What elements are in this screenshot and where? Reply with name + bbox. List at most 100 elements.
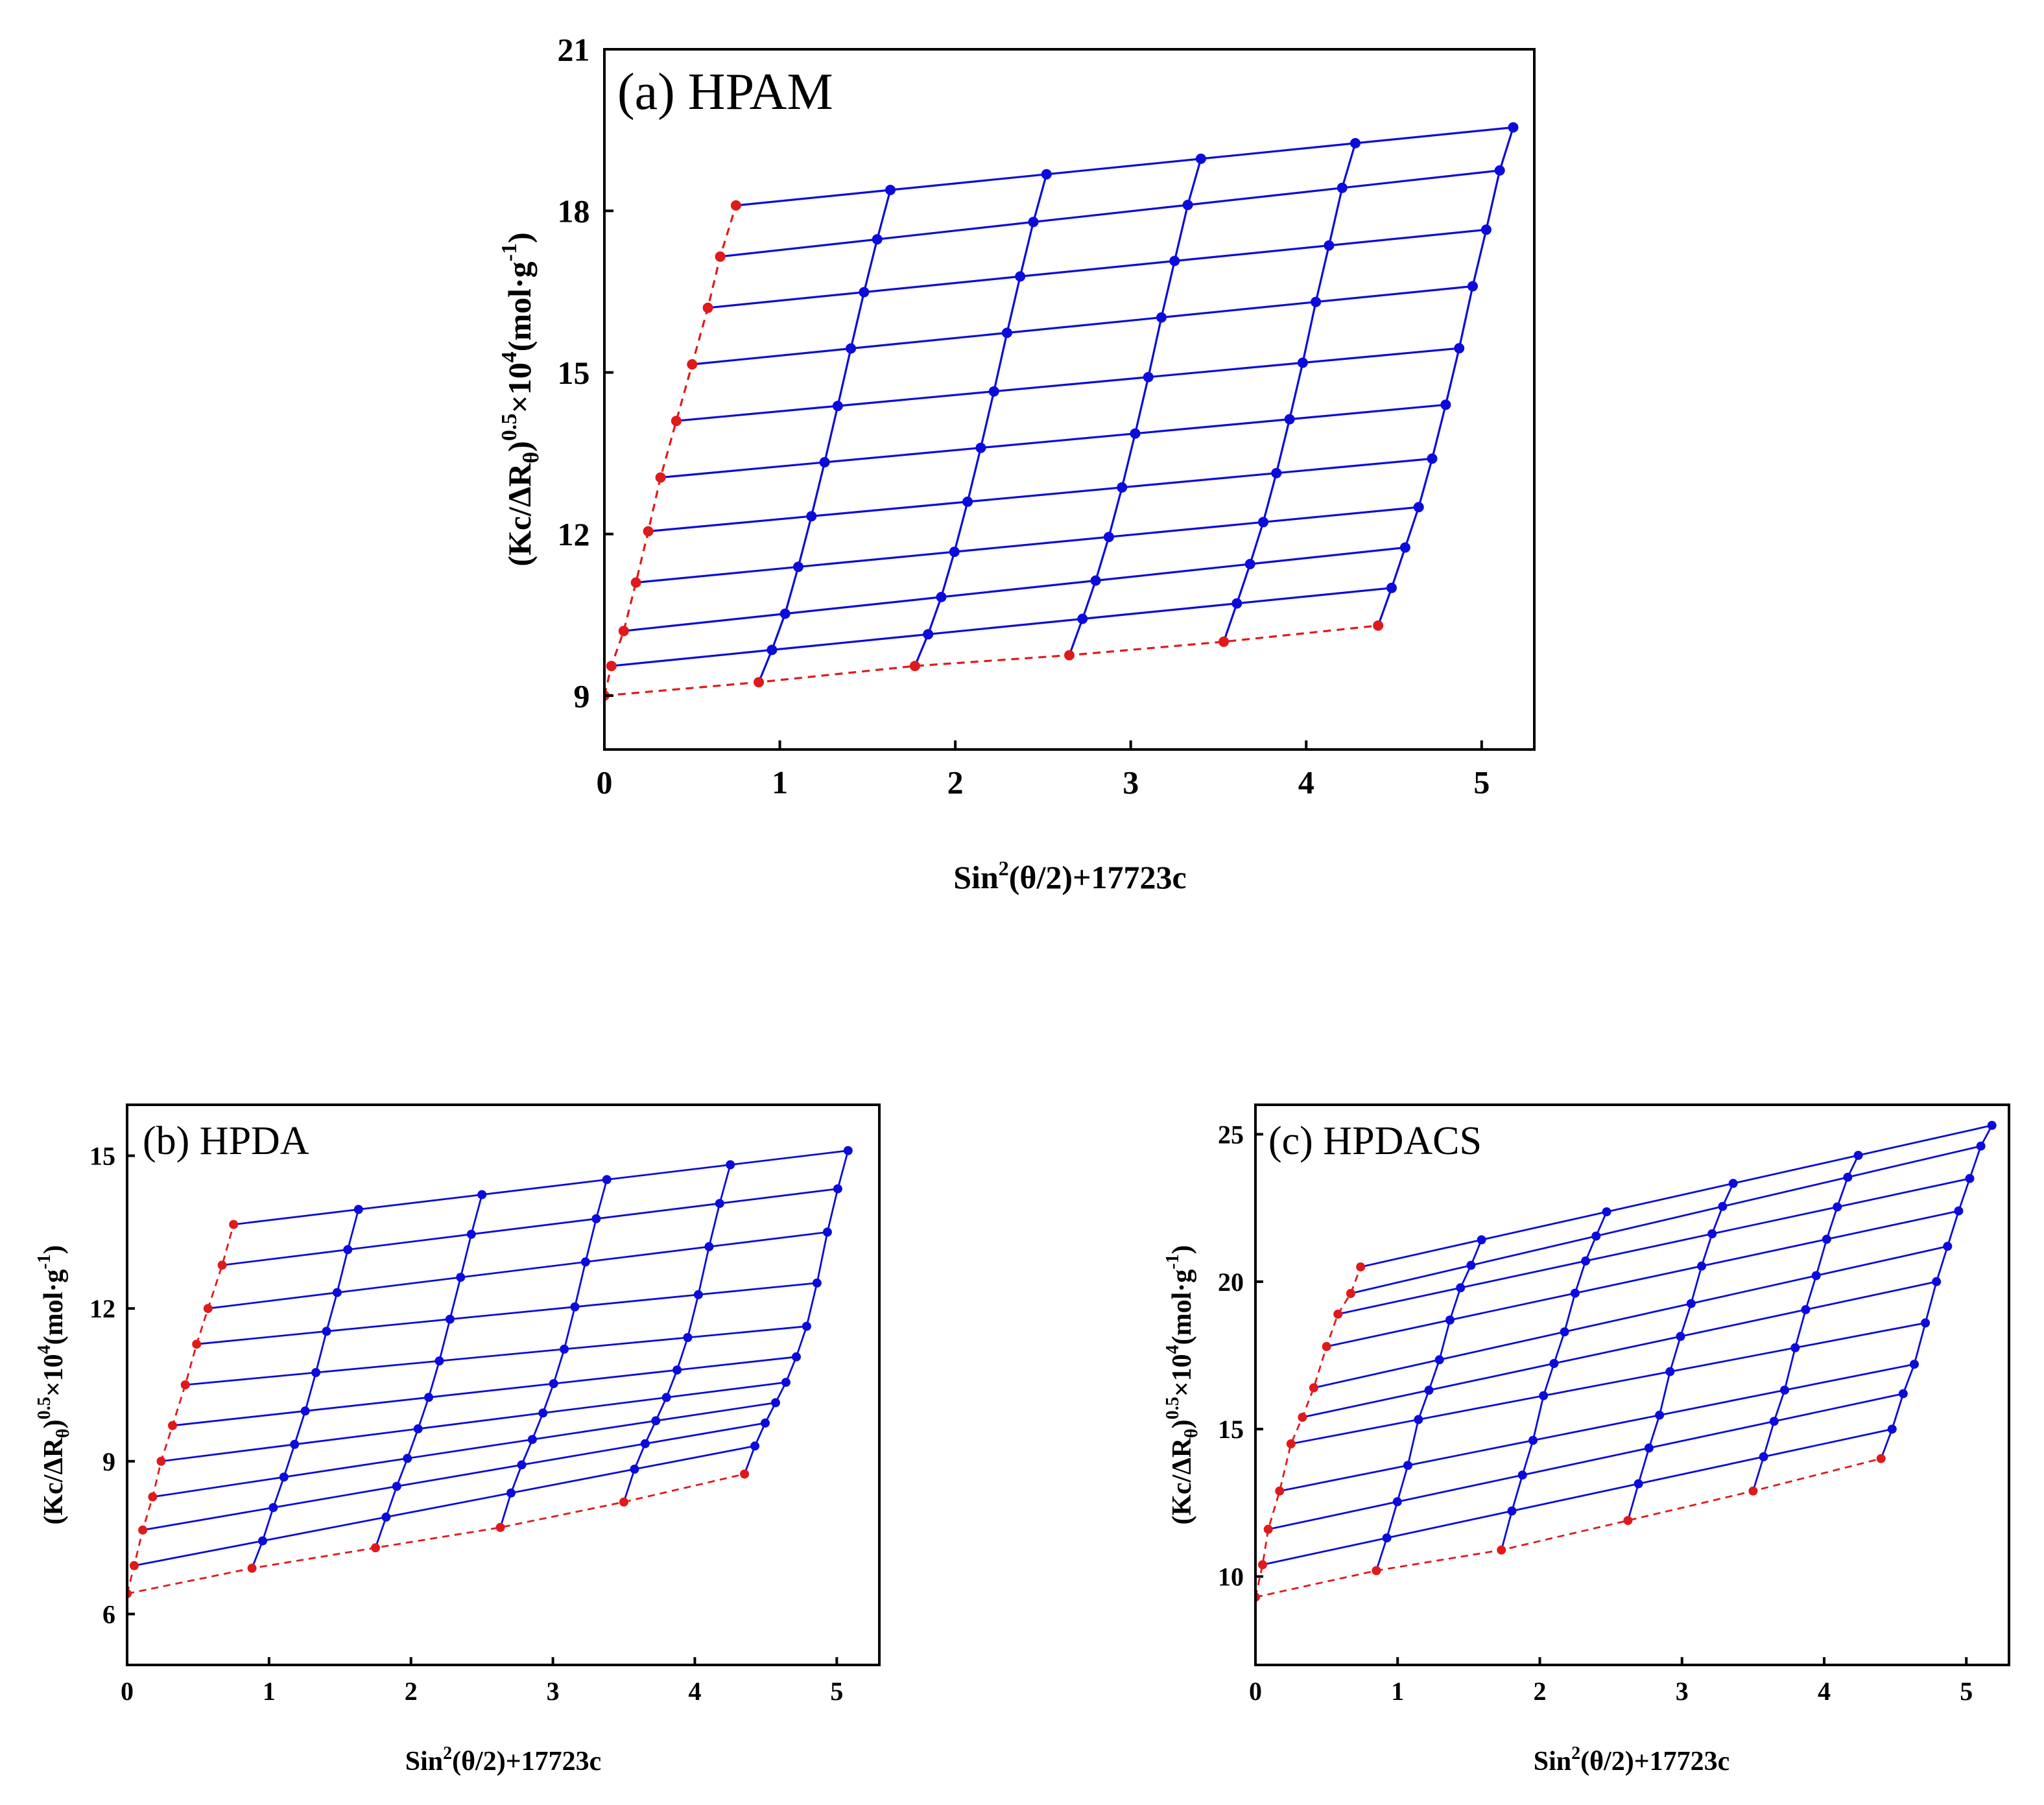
theta-zero-point	[1263, 1524, 1273, 1534]
panel-c-y-axis-label: (Kc/ΔRθ)0.5×104(mol·g-1)	[1163, 1245, 1202, 1524]
theta-zero-point	[702, 302, 713, 313]
theta-zero-point	[655, 472, 666, 483]
panel-b-title: (b) HPDA	[143, 1119, 309, 1163]
c-zero-point	[1748, 1486, 1758, 1496]
theta-zero-point	[156, 1456, 166, 1466]
theta-zero-point	[217, 1260, 227, 1270]
concentration-line	[1350, 1145, 1981, 1295]
data-point	[704, 1242, 714, 1251]
c-zero-extrapolation-line	[1255, 1457, 1882, 1598]
data-point	[812, 1278, 822, 1288]
data-point	[1528, 1435, 1538, 1445]
data-point	[1943, 1242, 1953, 1251]
y-label-part: (Kc/ΔR	[501, 463, 538, 567]
data-point	[846, 343, 857, 354]
data-point	[602, 1175, 612, 1185]
data-point	[1676, 1332, 1685, 1341]
x-label-superscript: 2	[999, 856, 1009, 880]
data-point	[975, 442, 986, 453]
data-point	[403, 1454, 412, 1463]
y-tick-label: 15	[558, 355, 590, 391]
data-point	[1728, 1179, 1738, 1188]
panel-b-y-axis-label: (Kc/ΔRθ)0.5×104(mol·g-1)	[34, 1245, 73, 1524]
data-point	[1665, 1367, 1675, 1376]
data-point	[1539, 1391, 1549, 1400]
data-point	[1707, 1229, 1717, 1238]
data-point	[1244, 559, 1255, 569]
theta-zero-point	[148, 1492, 158, 1502]
data-point	[1041, 169, 1052, 180]
x-tick-label: 2	[947, 764, 964, 801]
c-zero-point	[740, 1469, 750, 1479]
data-point	[1028, 217, 1039, 228]
data-point	[381, 1512, 391, 1522]
data-point	[560, 1344, 569, 1354]
data-point	[819, 457, 830, 467]
x-label-part: Sin	[953, 859, 999, 895]
data-point	[859, 287, 870, 298]
data-point	[661, 1393, 671, 1402]
data-point	[1424, 1386, 1434, 1395]
theta-zero-point	[630, 577, 641, 588]
data-point	[445, 1314, 455, 1324]
data-point	[1494, 165, 1505, 176]
x-tick-label: 4	[688, 1677, 701, 1706]
x-label-part: Sin	[1534, 1747, 1571, 1776]
data-point	[833, 1184, 842, 1194]
data-point	[434, 1356, 444, 1366]
y-label-part: )	[1167, 1419, 1197, 1428]
concentration-line	[636, 506, 1419, 584]
concentration-line	[222, 1188, 838, 1266]
theta-zero-point	[618, 626, 629, 637]
data-point	[1602, 1207, 1611, 1217]
theta-zero-point	[671, 416, 682, 427]
data-point	[549, 1379, 558, 1389]
concentration-line	[185, 1325, 807, 1386]
concentration-line	[1337, 1177, 1970, 1315]
data-point	[591, 1214, 601, 1223]
c-zero-point	[909, 661, 920, 672]
data-point	[1811, 1271, 1821, 1280]
x-tick-label: 0	[1249, 1677, 1262, 1706]
y-label-part: (mol·g	[1167, 1269, 1197, 1345]
data-point	[1507, 1506, 1517, 1516]
data-point	[726, 1160, 735, 1170]
concentration-line	[720, 169, 1500, 258]
concentration-line	[1326, 1210, 1959, 1348]
y-label-part: ×10	[501, 362, 538, 414]
x-tick-label: 5	[1473, 764, 1490, 801]
concentration-line	[208, 1231, 828, 1310]
y-tick-label: 10	[1218, 1563, 1244, 1592]
y-label-part: )	[501, 441, 538, 452]
x-tick-label: 2	[1533, 1677, 1546, 1706]
data-point	[1117, 482, 1128, 493]
concentration-line	[1290, 1322, 1926, 1445]
data-point	[311, 1368, 321, 1377]
panel-c-x-axis-label: Sin2(θ/2)+17723c	[1534, 1743, 1730, 1776]
data-point	[332, 1288, 342, 1297]
data-point	[779, 608, 790, 619]
data-point	[456, 1273, 466, 1282]
theta-zero-point	[203, 1304, 213, 1314]
c-zero-point	[1064, 650, 1075, 661]
data-point	[538, 1408, 548, 1418]
theta-zero-point	[180, 1380, 190, 1389]
x-tick-label: 4	[1818, 1677, 1831, 1706]
concentration-line	[196, 1282, 818, 1345]
y-tick-label: 18	[558, 193, 590, 230]
data-point	[1570, 1288, 1580, 1298]
panel-a-x-axis-label: Sin2(θ/2)+17723c	[953, 856, 1187, 895]
data-point	[343, 1245, 353, 1255]
theta-zero-point	[687, 359, 698, 370]
data-point	[923, 629, 934, 640]
c-zero-extrapolation-line	[604, 624, 1379, 697]
data-point	[1434, 1355, 1444, 1365]
c-zero-point	[619, 1497, 628, 1507]
c-zero-point	[1623, 1516, 1633, 1526]
data-point	[1392, 1497, 1402, 1507]
theta-zero-point	[1275, 1486, 1285, 1496]
